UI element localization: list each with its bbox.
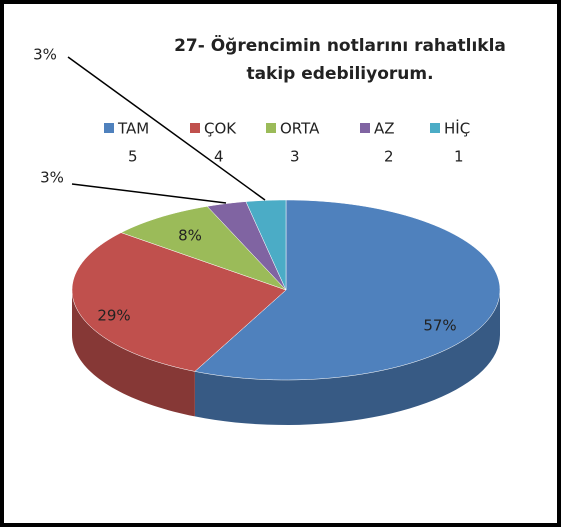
- pie-slice: [120, 206, 287, 291]
- leader-line: [71, 183, 227, 204]
- legend-code: 1: [454, 148, 464, 166]
- pie-slice: [194, 199, 501, 381]
- legend-swatch: [190, 123, 200, 133]
- chart-title: takip edebiliyorum.: [246, 64, 433, 84]
- legend-label: AZ: [374, 120, 395, 138]
- pie-slice: [206, 201, 287, 291]
- legend-code: 5: [128, 148, 138, 166]
- legend-code: 2: [384, 148, 394, 166]
- data-label: 8%: [178, 227, 202, 245]
- data-label: 29%: [97, 307, 130, 325]
- legend-label: ÇOK: [204, 120, 237, 138]
- legend-swatch: [360, 123, 370, 133]
- pie-slice: [245, 199, 287, 291]
- legend-swatch: [266, 123, 276, 133]
- data-label: 3%: [33, 46, 57, 64]
- chart-title: 27- Öğrencimin notlarını rahatlıkla: [174, 34, 506, 56]
- legend-swatch: [104, 123, 114, 133]
- leader-line: [67, 56, 266, 201]
- pie-side: [194, 290, 500, 425]
- data-label: 3%: [40, 169, 64, 187]
- legend-code: 4: [214, 148, 224, 166]
- data-label: 57%: [423, 317, 456, 335]
- legend-label: ORTA: [280, 120, 320, 138]
- legend-swatch: [430, 123, 440, 133]
- legend-code: 3: [290, 148, 300, 166]
- pie-slice: [71, 232, 287, 372]
- legend-label: TAM: [117, 120, 149, 138]
- legend-label: HİÇ: [444, 119, 470, 138]
